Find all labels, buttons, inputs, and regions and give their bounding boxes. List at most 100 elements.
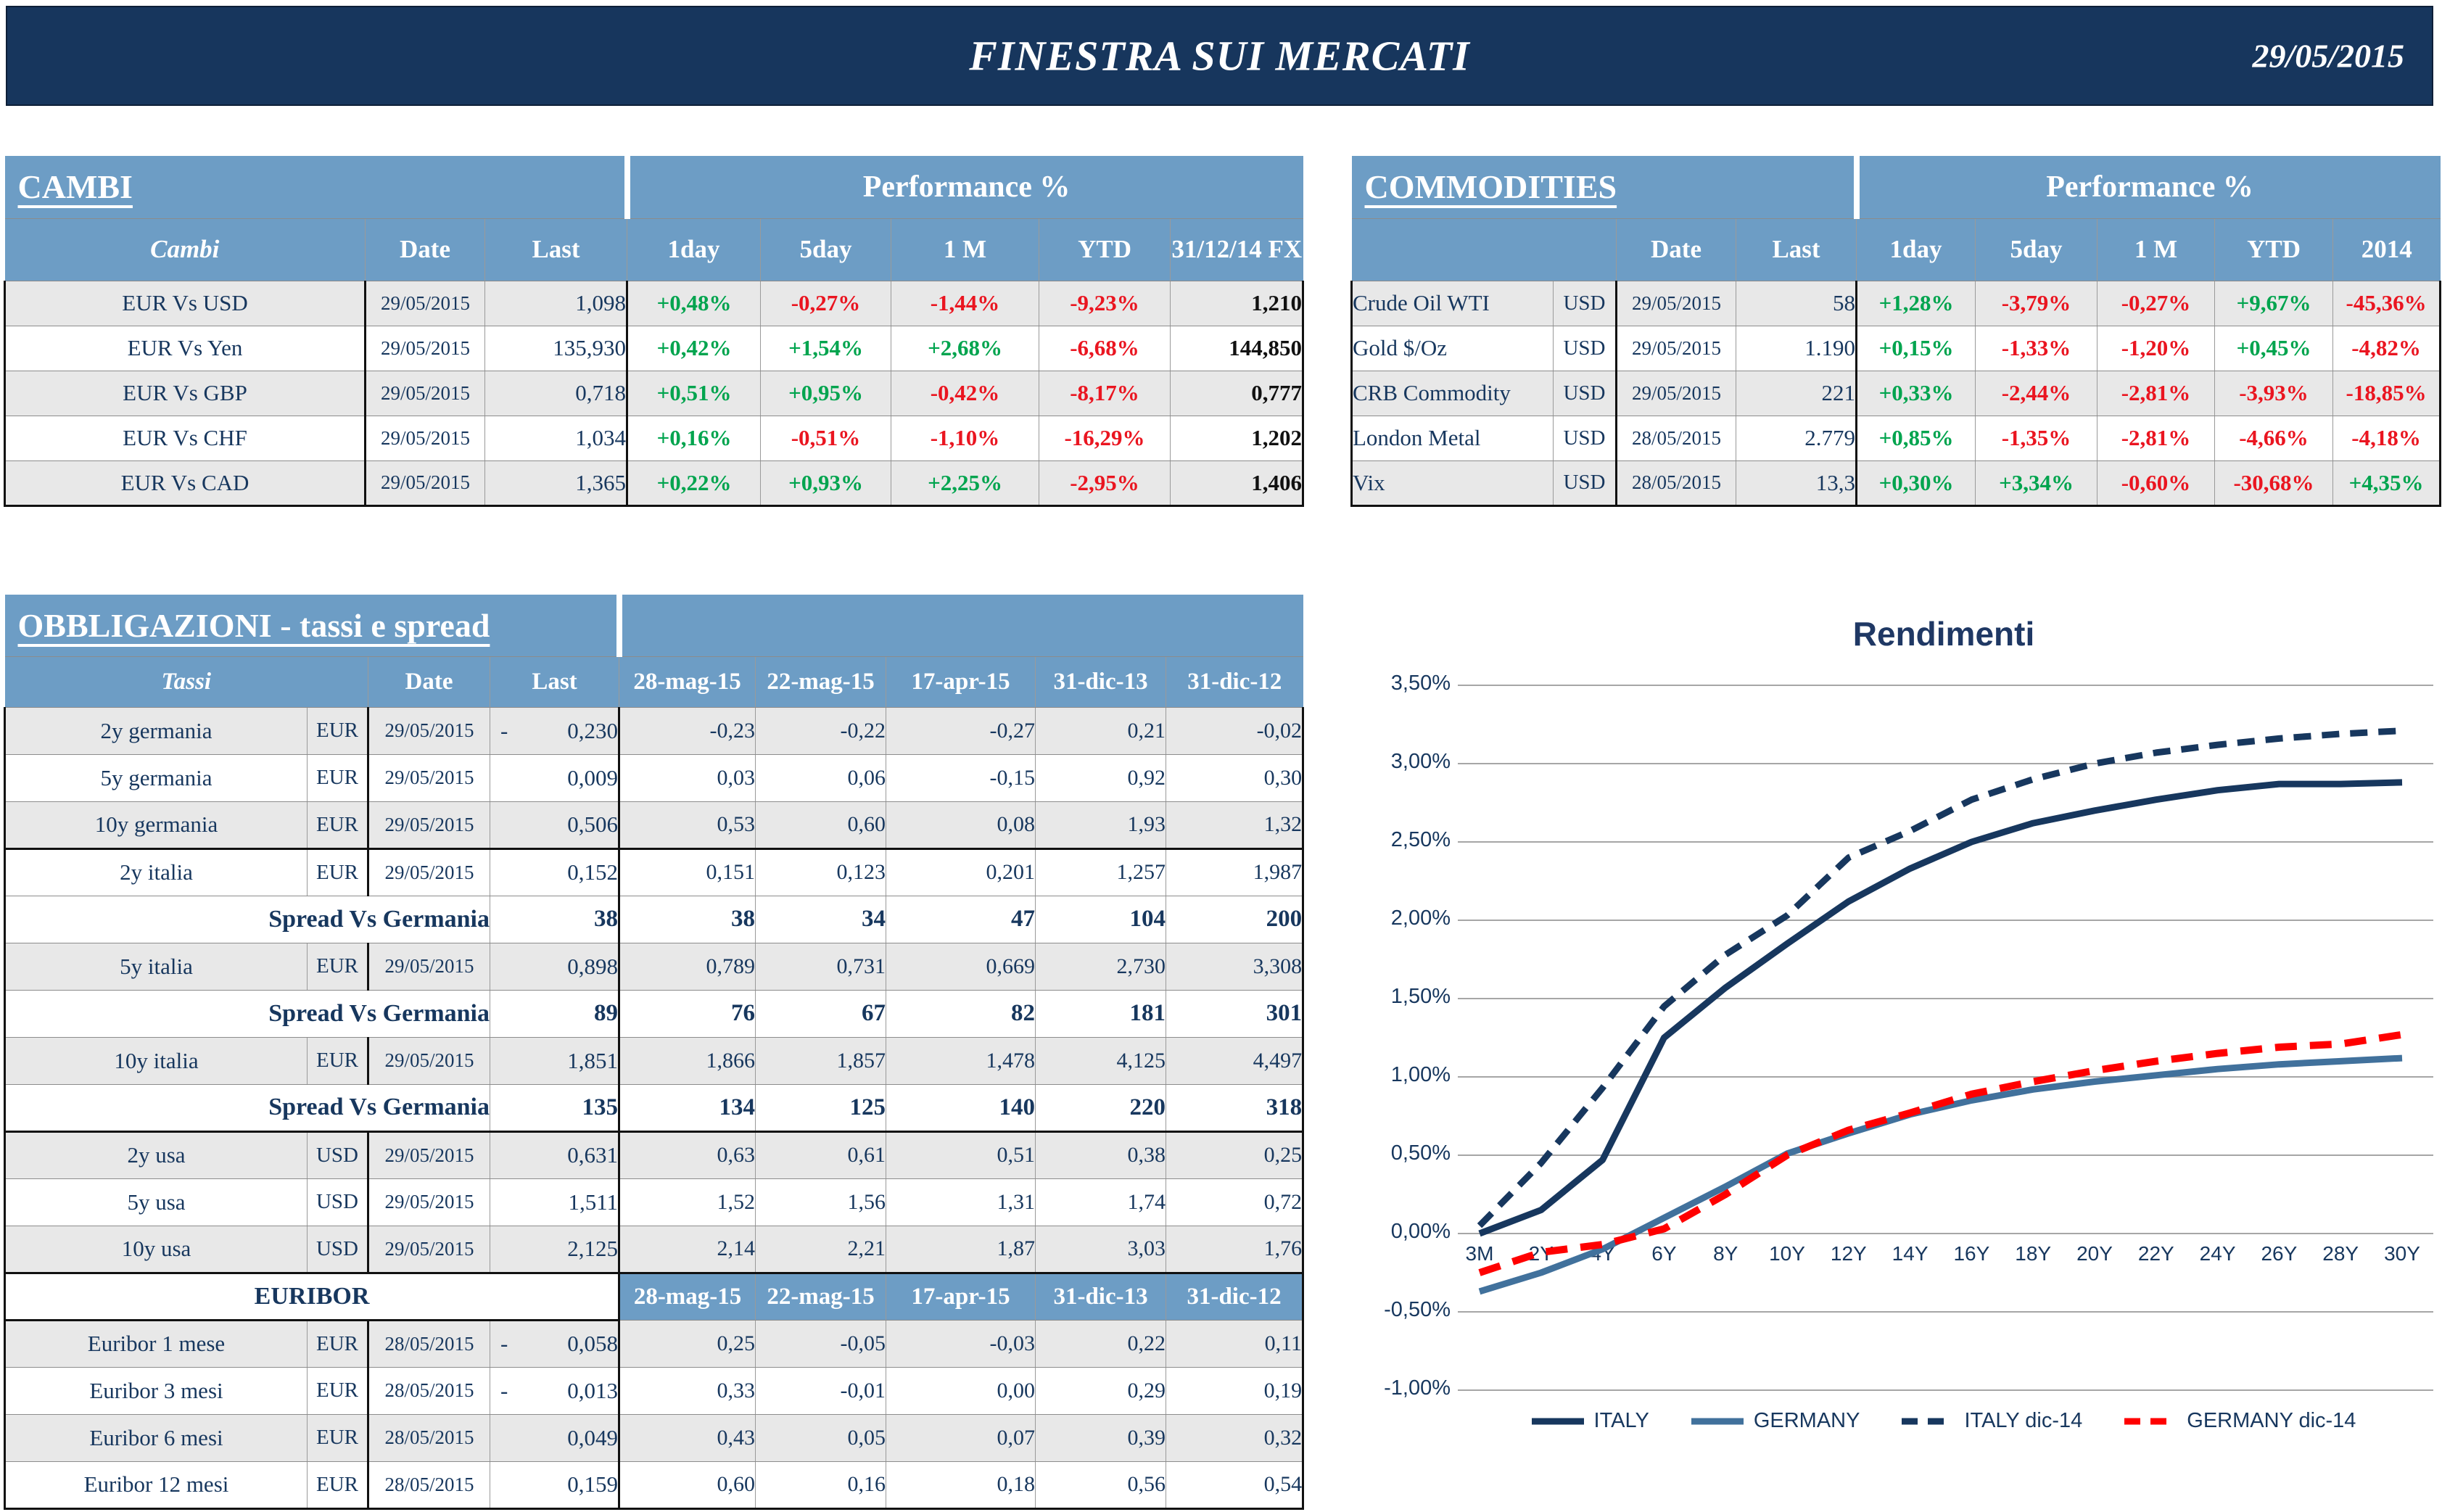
- table-row: EUR Vs GBP 29/05/2015 0,718 +0,51% +0,95% -0,…: [4, 371, 1305, 416]
- performance-header: Performance %: [627, 156, 1303, 219]
- cell-value: 1,257: [1035, 848, 1167, 896]
- cell-last: 1,851: [490, 1037, 621, 1085]
- cell-date: 29/05/2015: [368, 754, 490, 802]
- cell-value: 0,05: [755, 1414, 887, 1462]
- table-row: Spread Vs Germania 89 76 67 82 181 301: [4, 990, 1305, 1038]
- cell-value: 318: [1166, 1084, 1305, 1133]
- cell-value: 104: [1035, 896, 1167, 943]
- section-title-obbligazioni: OBBLIGAZIONI - tassi e spread: [4, 595, 622, 657]
- cell-perf: -0,51%: [760, 416, 892, 461]
- table-row: EUR Vs Yen 29/05/2015 135,930 +0,42% +1,54% +…: [4, 326, 1305, 371]
- euribor-column-header: 28-mag-15: [619, 1273, 756, 1321]
- cell-perf: -3,79%: [1975, 281, 2098, 326]
- series-line-italy: [1478, 779, 2403, 1237]
- x-tick-label: 22Y: [2137, 1242, 2174, 1265]
- x-tick-label: 18Y: [2015, 1242, 2052, 1265]
- cell-last: 0,152: [490, 848, 621, 896]
- cell-value: 0,789: [619, 943, 756, 991]
- cell-perf: -2,44%: [1975, 371, 2098, 416]
- table-row: Euribor 3 mesi EUR 28/05/2015-0,013 0,33 -0,…: [4, 1367, 1305, 1415]
- cell-perf: -0,27%: [2097, 281, 2216, 326]
- chart-legend: ITALY GERMANY ITALY dic-14 GERMANY dic-14: [1461, 1409, 2426, 1433]
- cell-date: 29/05/2015: [368, 1131, 490, 1179]
- cell-value: 0,08: [886, 801, 1036, 850]
- cell-last: 0,631: [490, 1131, 621, 1179]
- series-line-germany: [1478, 1054, 2403, 1295]
- cell-value: 0,29: [1035, 1367, 1167, 1415]
- legend-item: ITALY dic-14: [1902, 1409, 2082, 1433]
- cell-last: 135,930: [484, 326, 629, 371]
- cell-perf: +0,15%: [1856, 326, 1976, 371]
- euribor-column-header: 22-mag-15: [755, 1273, 887, 1321]
- cell-date: 28/05/2015: [368, 1461, 490, 1510]
- cell-last: 0,718: [484, 371, 629, 416]
- cell-value: 0,669: [886, 943, 1036, 991]
- cell-currency: EUR: [307, 1037, 369, 1085]
- y-tick-label: 1,50%: [1390, 985, 1451, 1008]
- cell-last: 221: [1736, 371, 1858, 416]
- cell-date: 29/05/2015: [365, 460, 485, 507]
- cell-perf: -3,93%: [2214, 371, 2334, 416]
- cell-perf: +0,93%: [760, 460, 892, 507]
- column-header: Last: [1736, 218, 1857, 281]
- cell-value: 1,74: [1035, 1178, 1167, 1226]
- cell-perf: +1,54%: [760, 326, 892, 371]
- cell-currency: EUR: [307, 1414, 369, 1462]
- cell-pair-name: EUR Vs USD: [4, 281, 366, 326]
- y-tick-label: -0,50%: [1384, 1298, 1451, 1321]
- cell-value: 4,497: [1166, 1037, 1305, 1085]
- gridline: [1458, 841, 2433, 843]
- cell-value: 0,03: [619, 754, 756, 802]
- cell-perf: +0,33%: [1856, 371, 1976, 416]
- cell-currency: USD: [307, 1131, 369, 1179]
- cell-perf: +0,30%: [1856, 460, 1976, 507]
- cell-perf: +9,67%: [2214, 281, 2334, 326]
- cell-value: -0,15: [886, 754, 1036, 802]
- cell-value: 0,151: [619, 848, 756, 896]
- cell-last: 2.779: [1736, 416, 1858, 461]
- cell-value: 0,21: [1035, 707, 1167, 755]
- column-header: Last: [484, 218, 628, 281]
- cell-value: 67: [755, 990, 887, 1038]
- column-header: 28-mag-15: [619, 656, 756, 708]
- x-tick-label: 24Y: [2199, 1242, 2236, 1265]
- cell-date: 29/05/2015: [1616, 281, 1736, 326]
- cell-date: 28/05/2015: [1616, 460, 1736, 507]
- table-row: 5y italia EUR 29/05/2015 0,898 0,789 0,731 0,6…: [4, 943, 1305, 991]
- chart-title: Rendimenti: [1852, 615, 2035, 653]
- cell-value: 2,730: [1035, 943, 1167, 991]
- cell-perf: -2,95%: [1039, 460, 1171, 507]
- cell-perf: +2,68%: [891, 326, 1040, 371]
- cell-value: 1,52: [619, 1178, 756, 1226]
- cell-currency: EUR: [307, 707, 369, 755]
- x-tick-label: 8Y: [1713, 1242, 1738, 1265]
- gridline: [1458, 763, 2433, 764]
- report-header-bar: FINESTRA SUI MERCATI 29/05/2015: [6, 6, 2433, 106]
- cell-value: 1,857: [755, 1037, 887, 1085]
- cell-date: 29/05/2015: [368, 943, 490, 991]
- cell-value: 0,32: [1166, 1414, 1305, 1462]
- cell-last: 1.190: [1736, 326, 1858, 371]
- cell-perf: -6,68%: [1039, 326, 1171, 371]
- obbligazioni-table: OBBLIGAZIONI - tassi e spread Tassi Date La…: [3, 595, 1305, 1510]
- cell-value: 76: [619, 990, 756, 1038]
- cell-value: 1,31: [886, 1178, 1036, 1226]
- cell-currency: USD: [1553, 326, 1617, 371]
- table-row: Cambi Date Last 1day 5day 1 M YTD 31/12/14 FX: [4, 218, 1303, 281]
- cell-value: 0,22: [1035, 1320, 1167, 1368]
- legend-item: GERMANY dic-14: [2124, 1409, 2356, 1433]
- cell-value: 0,06: [755, 754, 887, 802]
- section-title-commodities: COMMODITIES: [1351, 156, 1860, 219]
- column-header: 1 M: [2097, 218, 2216, 281]
- cell-value: 0,25: [1166, 1131, 1305, 1179]
- y-tick-label: 0,00%: [1390, 1220, 1451, 1243]
- cell-perf: -9,23%: [1039, 281, 1171, 326]
- table-row: 2y italia EUR 29/05/2015 0,152 0,151 0,123 0,2…: [4, 848, 1305, 896]
- cell-pair-name: EUR Vs GBP: [4, 371, 366, 416]
- performance-header: Performance %: [1856, 156, 2441, 219]
- cell-value: 3,03: [1035, 1226, 1167, 1274]
- cell-value: -0,01: [755, 1367, 887, 1415]
- cell-value: 0,54: [1166, 1461, 1305, 1510]
- cell-perf: +0,85%: [1856, 416, 1976, 461]
- column-header: 1day: [627, 218, 762, 281]
